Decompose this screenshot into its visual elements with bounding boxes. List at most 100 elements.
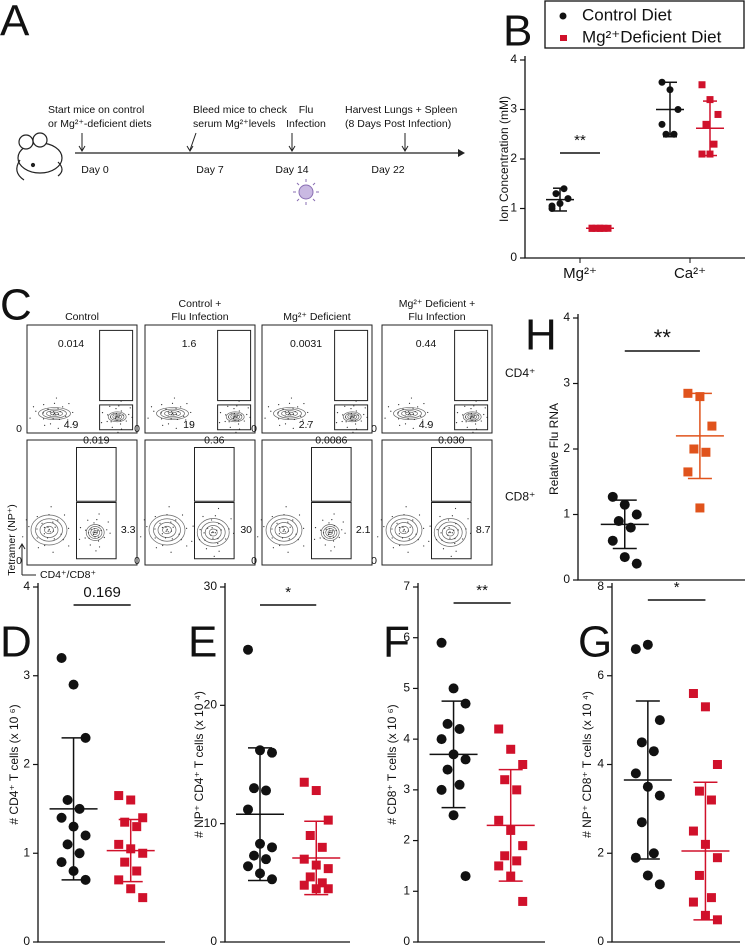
event-dot — [96, 519, 98, 521]
event-dot — [330, 550, 332, 552]
gate-value: 2.1 — [356, 524, 371, 536]
contour — [107, 411, 127, 423]
y-tick-label: 20 — [204, 698, 218, 712]
event-dot — [89, 544, 91, 546]
y-tick-label: 4 — [403, 731, 410, 745]
event-dot — [227, 416, 230, 418]
event-dot — [412, 427, 414, 430]
contour — [160, 408, 185, 419]
event-dot — [412, 407, 414, 409]
event-dot — [464, 416, 467, 418]
event-dot — [352, 431, 354, 434]
event-dot — [97, 530, 99, 532]
event-dot — [322, 532, 325, 534]
event-dot — [183, 415, 185, 417]
event-dot — [412, 413, 415, 415]
event-dot — [363, 413, 365, 416]
event-dot — [175, 407, 177, 409]
event-dot — [190, 411, 192, 414]
y-tick-label: 3 — [23, 668, 30, 682]
event-dot — [284, 531, 286, 533]
event-dot — [92, 533, 95, 536]
event-dot — [116, 416, 118, 418]
flow-plot-frame — [144, 324, 256, 434]
contour — [467, 413, 478, 420]
contour — [156, 407, 189, 420]
event-dot — [470, 413, 473, 415]
data-point — [299, 880, 309, 890]
gate-value: 1.6 — [182, 338, 197, 350]
data-point — [299, 854, 309, 864]
event-dot — [171, 402, 174, 404]
day-label: Day 0 — [81, 164, 109, 176]
event-dot — [448, 532, 450, 534]
legend-box — [544, 0, 745, 49]
event-dot — [448, 527, 450, 529]
event-dot — [289, 412, 291, 414]
data-point — [442, 764, 453, 775]
gate — [311, 447, 352, 502]
contour — [347, 413, 358, 420]
event-dot — [297, 406, 299, 408]
data-point — [56, 812, 67, 823]
event-dot — [167, 415, 169, 417]
event-dot — [303, 402, 305, 405]
event-dot — [68, 527, 70, 529]
data-point — [120, 817, 130, 827]
data-point — [619, 552, 630, 563]
event-dot — [180, 539, 182, 541]
data-point — [436, 637, 447, 648]
event-dot — [227, 405, 229, 407]
gate-value: 8.7 — [476, 524, 491, 536]
event-dot — [119, 414, 121, 416]
event-dot — [52, 418, 54, 420]
event-dot — [87, 519, 89, 521]
panel-label: D — [0, 618, 32, 667]
event-dot — [53, 413, 55, 415]
event-dot — [217, 507, 220, 510]
event-dot — [450, 555, 452, 557]
event-dot — [344, 405, 346, 407]
event-dot — [168, 506, 170, 508]
contour — [433, 518, 467, 547]
column-title: Flu Infection — [171, 311, 228, 323]
event-dot — [129, 407, 131, 409]
event-dot — [423, 527, 425, 529]
event-dot — [333, 525, 335, 527]
event-dot — [349, 417, 352, 420]
axis-line — [577, 314, 745, 581]
event-dot — [167, 423, 170, 425]
data-point — [267, 874, 277, 885]
x-tick-label: Mg²⁺ — [563, 265, 597, 282]
event-dot — [409, 412, 411, 414]
data-point — [317, 842, 327, 852]
event-dot — [287, 411, 290, 413]
event-dot — [483, 413, 485, 416]
event-dot — [52, 530, 54, 532]
data-point — [311, 786, 321, 796]
event-dot — [333, 546, 336, 548]
contour — [35, 518, 63, 542]
event-dot — [422, 419, 424, 421]
event-dot — [166, 514, 168, 516]
event-dot — [423, 402, 425, 405]
event-dot — [167, 531, 169, 533]
contour — [399, 525, 409, 535]
data-point — [120, 857, 130, 867]
legend-label: Mg²⁺Deficient Diet — [582, 27, 722, 46]
event-dot — [345, 421, 347, 423]
event-dot — [192, 525, 194, 527]
contour — [162, 525, 172, 535]
event-dot — [287, 551, 289, 553]
data-point — [631, 509, 642, 520]
contour — [281, 410, 298, 417]
data-point — [56, 857, 67, 868]
y-tick-label: 0 — [510, 250, 517, 264]
event-dot — [380, 519, 382, 521]
data-point — [454, 724, 465, 734]
event-dot — [303, 527, 305, 529]
flow-plot-frame — [381, 324, 493, 434]
contour — [42, 408, 67, 419]
event-dot — [100, 529, 102, 532]
event-dot — [53, 538, 55, 540]
